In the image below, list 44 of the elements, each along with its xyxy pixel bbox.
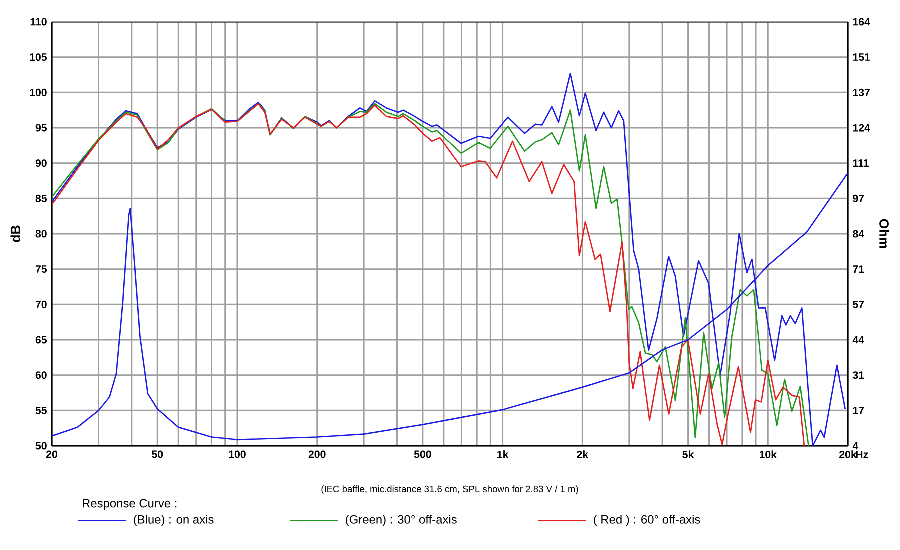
y2-tick-label: 124	[853, 124, 870, 132]
x-tick-label: 1k	[498, 450, 509, 458]
y2-axis-title: Ohm	[880, 219, 890, 248]
x-axis-title: Hz	[856, 451, 868, 458]
legend-title: Response Curve :	[83, 499, 177, 510]
legend-label: (Green) : 30° off-axis	[346, 515, 457, 526]
x-tick-label: 2k	[577, 450, 589, 458]
x-tick-label: 10k	[760, 450, 778, 458]
y2-tick-label: 31	[852, 372, 864, 380]
text: (IEC baffle, mic.distance 31.6 cm, SPL shown for 2.83 V / 1 m)	[322, 486, 578, 494]
y-tick-label: 70	[36, 300, 47, 308]
y-tick-label: 85	[36, 194, 48, 202]
y2-tick-label: 17	[853, 407, 864, 414]
x-tick-label: 100	[229, 450, 246, 458]
y-tick-label: 50	[36, 442, 47, 450]
y-tick-label: 55	[36, 406, 48, 414]
y2-tick-label: 164	[853, 18, 870, 26]
x-tick-label: 20k	[840, 450, 857, 458]
x-tick-label: 200	[308, 450, 326, 458]
y-tick-label: 65	[36, 336, 48, 344]
y-tick-label: 100	[30, 88, 47, 96]
x-tick-label: 5k	[682, 450, 694, 458]
legend-label: ( Red ) : 60° off-axis	[594, 515, 700, 526]
x-tick-label: 20	[46, 450, 58, 458]
y-tick-label: 90	[36, 160, 47, 168]
x-tick-label: 500	[414, 450, 432, 458]
legend-label: (Blue) : on axis	[134, 515, 214, 526]
y-tick-label: 75	[36, 266, 48, 274]
y2-tick-label: 44	[852, 336, 864, 344]
y2-tick-label: 151	[853, 54, 870, 62]
y2-tick-label: 97	[853, 194, 864, 202]
y-tick-label: 80	[36, 230, 47, 238]
y-tick-label: 110	[30, 18, 47, 26]
y-tick-label: 105	[30, 54, 47, 62]
y2-tick-label: 4	[852, 442, 859, 450]
y2-tick-label: 71	[853, 266, 864, 273]
y2-tick-label: 137	[853, 88, 870, 96]
y2-tick-label: 84	[853, 230, 864, 238]
x-tick-label: 50	[152, 450, 164, 458]
y-axis-title: dB	[10, 226, 20, 242]
y-tick-label: 60	[36, 372, 47, 380]
y2-tick-label: 111	[853, 160, 869, 167]
y2-tick-label: 57	[853, 300, 864, 308]
y-tick-label: 95	[36, 124, 48, 132]
